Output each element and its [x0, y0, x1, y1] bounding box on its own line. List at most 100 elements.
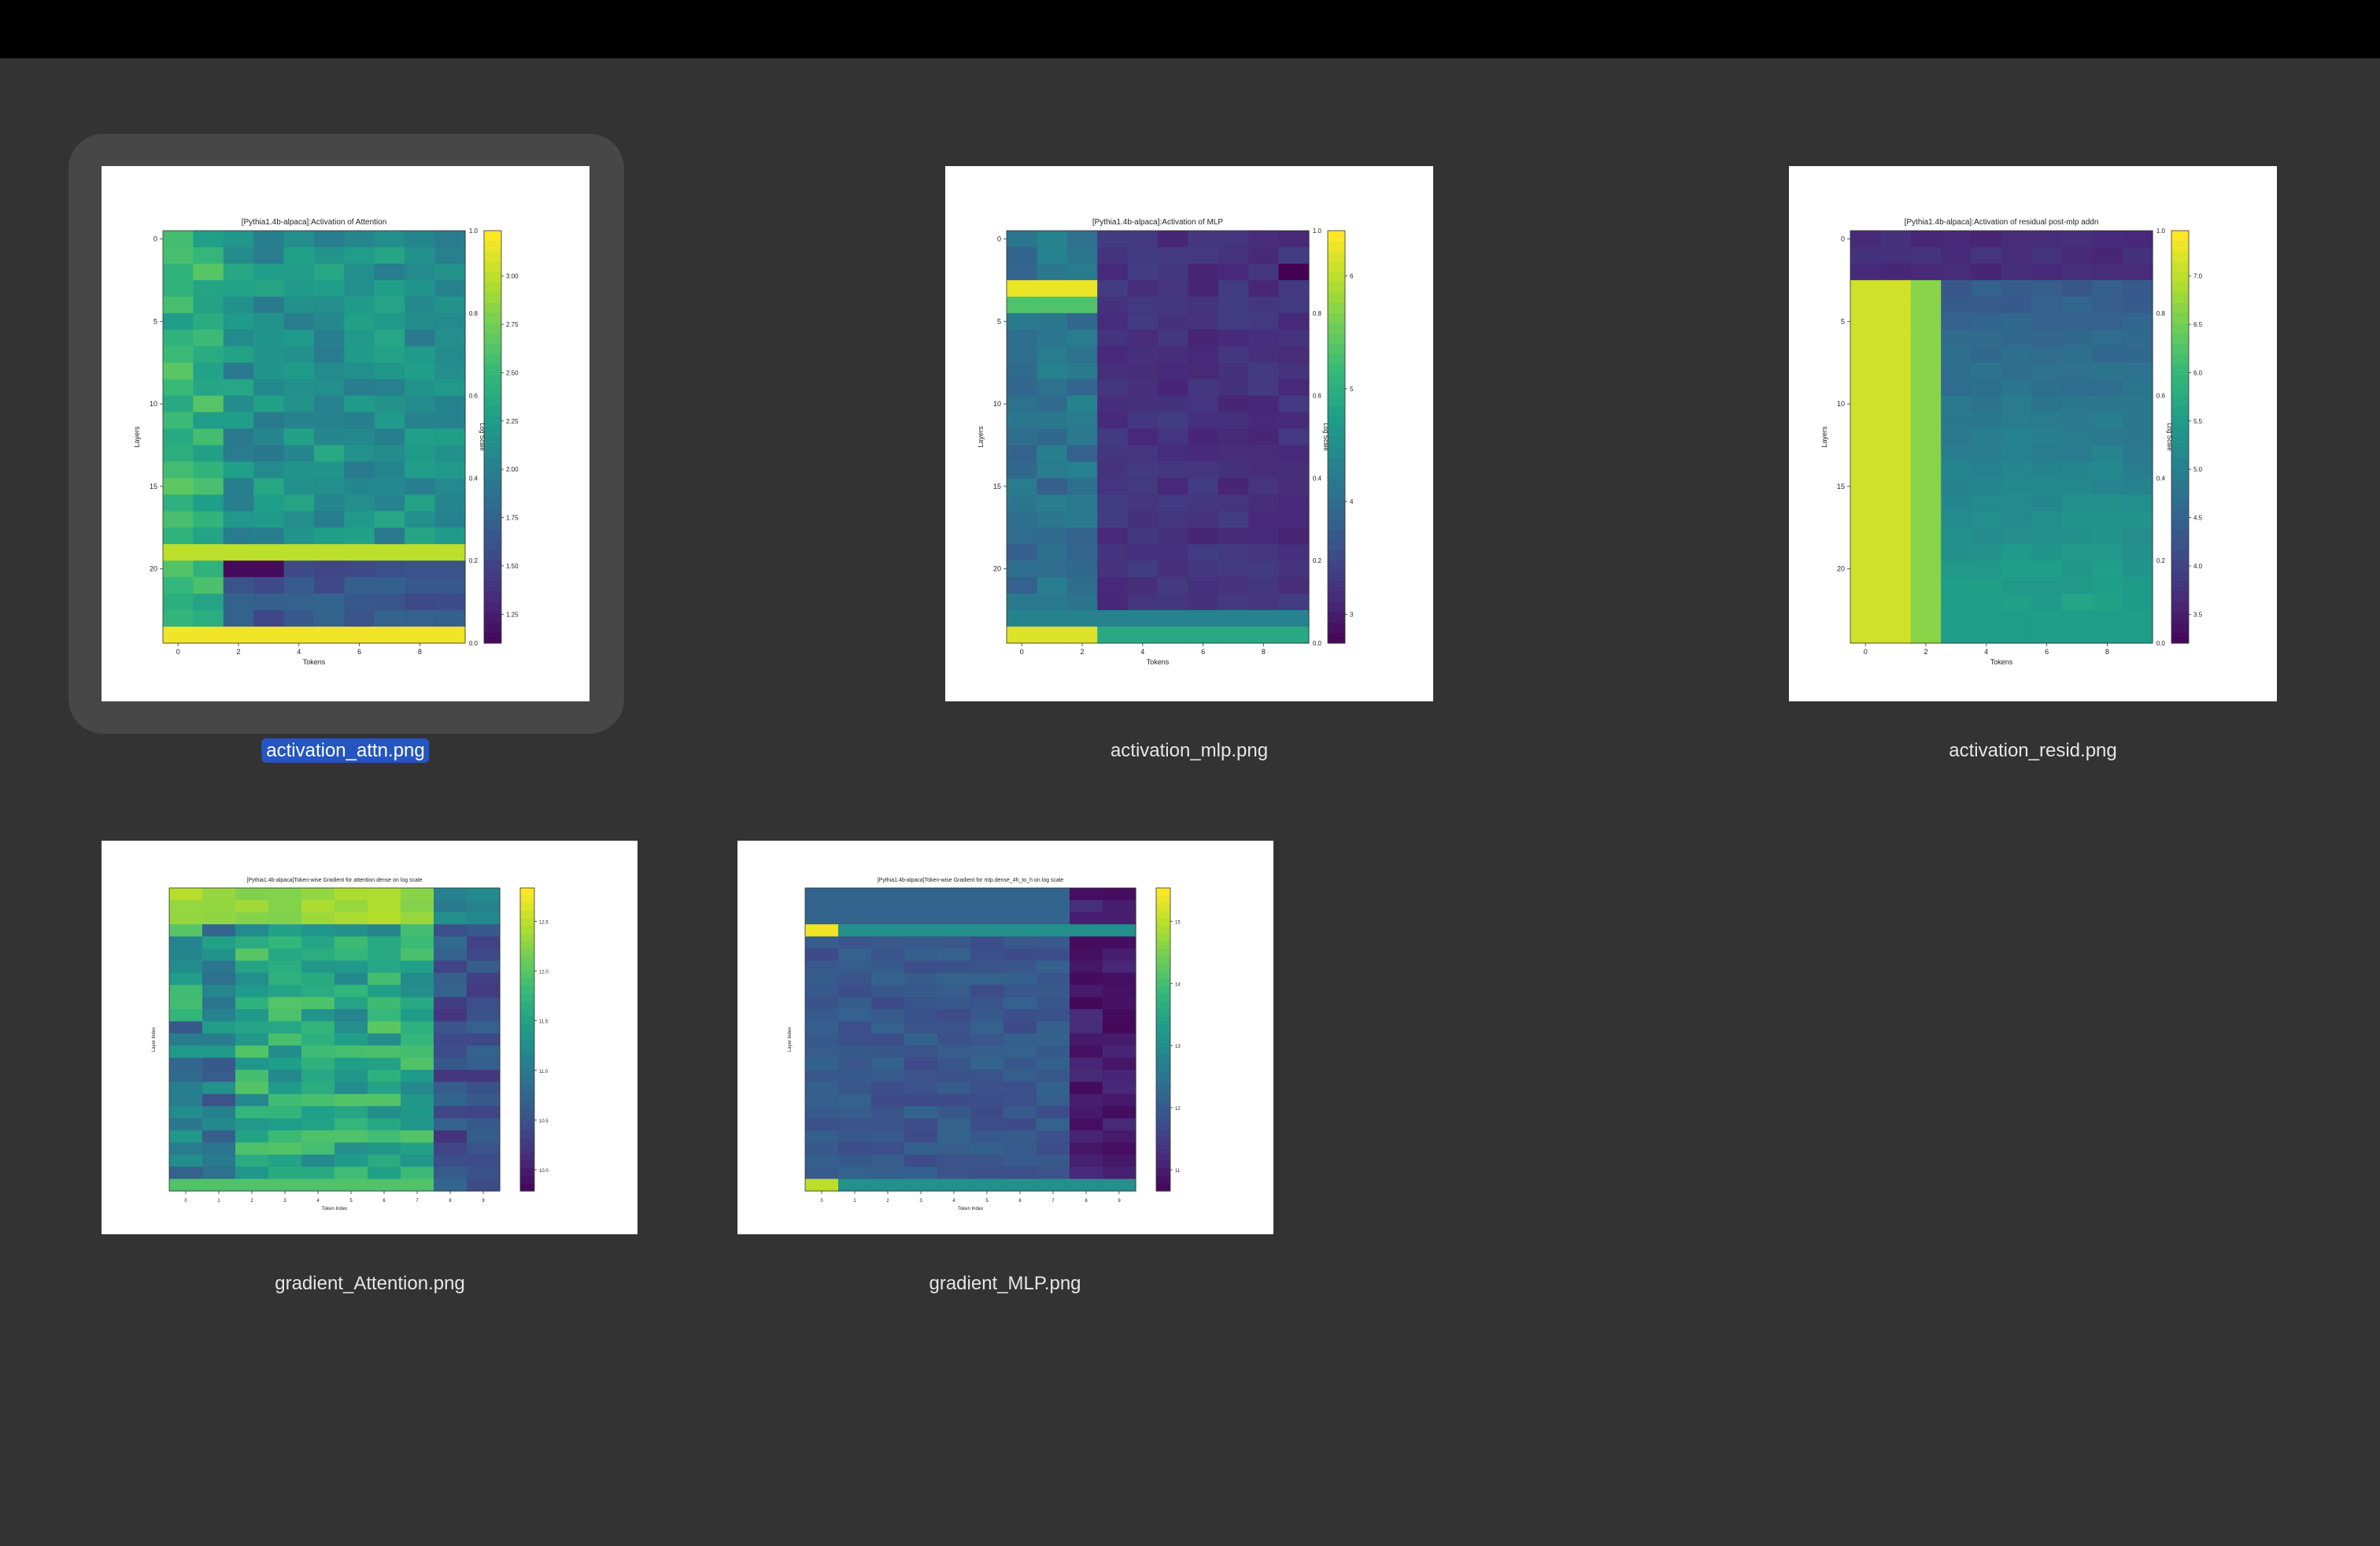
- colorbar-segment: [2171, 334, 2189, 345]
- heatmap-cell: [1850, 395, 1881, 413]
- heatmap-cell: [970, 1106, 1004, 1119]
- heatmap-cell: [253, 246, 285, 264]
- colorbar-segment: [1328, 364, 1345, 375]
- colorbar-segment: [520, 918, 534, 926]
- heatmap-cell: [193, 231, 224, 248]
- x-tick-label: 0: [176, 648, 180, 656]
- x-tick-label: 6: [1018, 1199, 1022, 1204]
- filename-label-gradient-mlp[interactable]: gradient_MLP.png: [929, 1273, 1081, 1294]
- heatmap-cell: [223, 627, 254, 644]
- colorbar-segment: [2171, 354, 2189, 365]
- thumbnail-activation-resid[interactable]: [Pythia1.4b-alpaca]:Activation of residu…: [1789, 166, 2277, 701]
- heatmap-cell: [374, 478, 405, 495]
- colorbar-segment: [520, 1100, 534, 1108]
- heatmap-cell: [223, 346, 254, 364]
- heatmap-cell: [344, 577, 375, 594]
- heatmap-cell: [1097, 231, 1129, 248]
- thumbnail-activation-mlp[interactable]: [Pythia1.4b-alpaca]:Activation of MLP 0 2 4…: [945, 166, 1433, 701]
- heatmap-cell: [1850, 412, 1881, 430]
- heatmap-cell: [1097, 263, 1129, 281]
- heatmap-cell: [1158, 461, 1188, 479]
- heatmap-cell: [1850, 527, 1881, 545]
- finder-icon-view[interactable]: [Pythia1.4b-alpaca]:Activation of Attent…: [0, 58, 2380, 1546]
- heatmap-cell: [368, 1106, 401, 1119]
- heatmap-cell: [434, 1082, 468, 1095]
- heatmap-cell: [223, 478, 254, 495]
- heatmap-cell: [1070, 924, 1103, 938]
- colorbar-segment: [484, 468, 501, 479]
- heatmap-cell: [1880, 511, 1912, 528]
- heatmap-cell: [1037, 560, 1068, 578]
- heatmap-cell: [2092, 527, 2123, 545]
- heatmap-cell: [1007, 511, 1037, 528]
- thumbnail-gradient-attention[interactable]: [Pythia1.4b-alpaca]Token-wise Gradient f…: [102, 841, 638, 1234]
- heatmap-cell: [301, 1142, 335, 1156]
- thumbnail-activation-attn[interactable]: [Pythia1.4b-alpaca]:Activation of Attent…: [102, 166, 589, 701]
- heatmap-cell: [193, 594, 224, 611]
- heatmap-cell: [805, 1057, 839, 1071]
- colorbar-segment: [484, 498, 501, 510]
- heatmap-cell: [2122, 379, 2153, 397]
- filename-label-activation-resid[interactable]: activation_resid.png: [1949, 740, 2117, 761]
- x-tick-label: 6: [382, 1199, 386, 1204]
- secondary-tick-label: 0.2: [469, 557, 479, 564]
- heatmap-cell: [1910, 594, 1942, 611]
- colorbar-segment: [1328, 375, 1345, 386]
- colorbar-segment: [2171, 560, 2189, 571]
- colorbar-segment: [520, 1137, 534, 1146]
- heatmap-cell: [253, 379, 285, 397]
- colorbar-tick-label: 1.25: [506, 611, 519, 618]
- heatmap-cell: [1248, 594, 1280, 611]
- heatmap-cell: [1188, 428, 1219, 446]
- heatmap-cell: [1037, 1154, 1070, 1167]
- heatmap-cell: [368, 1130, 401, 1143]
- heatmap-cell: [838, 1070, 872, 1082]
- heatmap-cell: [904, 888, 938, 901]
- heatmap-cell: [1278, 511, 1310, 528]
- colorbar-segment: [520, 1183, 534, 1192]
- heatmap-cell: [169, 1021, 203, 1034]
- colorbar-segment: [484, 354, 501, 365]
- heatmap-cell: [1248, 362, 1280, 380]
- heatmap-cell: [2122, 610, 2153, 627]
- heatmap-cell: [169, 972, 203, 986]
- heatmap-cell: [334, 1178, 368, 1192]
- heatmap-cell: [193, 445, 224, 463]
- filename-label-activation-attn[interactable]: activation_attn.png: [261, 738, 430, 764]
- heatmap-cell: [467, 972, 501, 986]
- heatmap-cell: [937, 1045, 971, 1059]
- heatmap-cell: [401, 949, 434, 961]
- heatmap-cell: [2061, 560, 2093, 578]
- heatmap-cell: [235, 1045, 269, 1059]
- colorbar-segment: [484, 529, 501, 541]
- heatmap-cell: [1003, 1057, 1037, 1071]
- colorbar-segment: [484, 591, 501, 603]
- heatmap-cell: [1007, 445, 1037, 463]
- heatmap-cell: [268, 1070, 302, 1082]
- heatmap-cell: [1278, 246, 1310, 264]
- heatmap-cell: [1158, 627, 1188, 644]
- heatmap-cell: [1248, 544, 1280, 561]
- heatmap-cell: [1007, 379, 1037, 397]
- heatmap-cell: [1007, 527, 1037, 545]
- heatmap-cell: [838, 888, 872, 901]
- heatmap-cell: [163, 527, 194, 545]
- heatmap-cell: [2031, 263, 2063, 281]
- heatmap-cell: [334, 1070, 368, 1082]
- heatmap-cell: [1070, 1142, 1103, 1156]
- heatmap-cell: [1941, 362, 1972, 380]
- heatmap-cell: [1127, 412, 1159, 430]
- heatmap-cell: [1103, 1118, 1136, 1131]
- filename-label-gradient-attention[interactable]: gradient_Attention.png: [275, 1273, 465, 1294]
- heatmap-cell: [1070, 1021, 1103, 1034]
- heatmap-cell: [202, 1033, 236, 1046]
- filename-label-activation-mlp[interactable]: activation_mlp.png: [1110, 740, 1269, 761]
- heatmap-cell: [838, 1178, 872, 1192]
- heatmap-cell: [253, 329, 285, 347]
- thumbnail-gradient-mlp[interactable]: [Pythia1.4b-alpaca]Token-wise Gradient f…: [737, 841, 1273, 1234]
- heatmap-cell: [467, 1033, 501, 1046]
- heatmap-cell: [301, 1093, 335, 1107]
- heatmap-cell: [1037, 610, 1068, 627]
- heatmap-cell: [202, 1106, 236, 1119]
- heatmap-cell: [344, 461, 375, 479]
